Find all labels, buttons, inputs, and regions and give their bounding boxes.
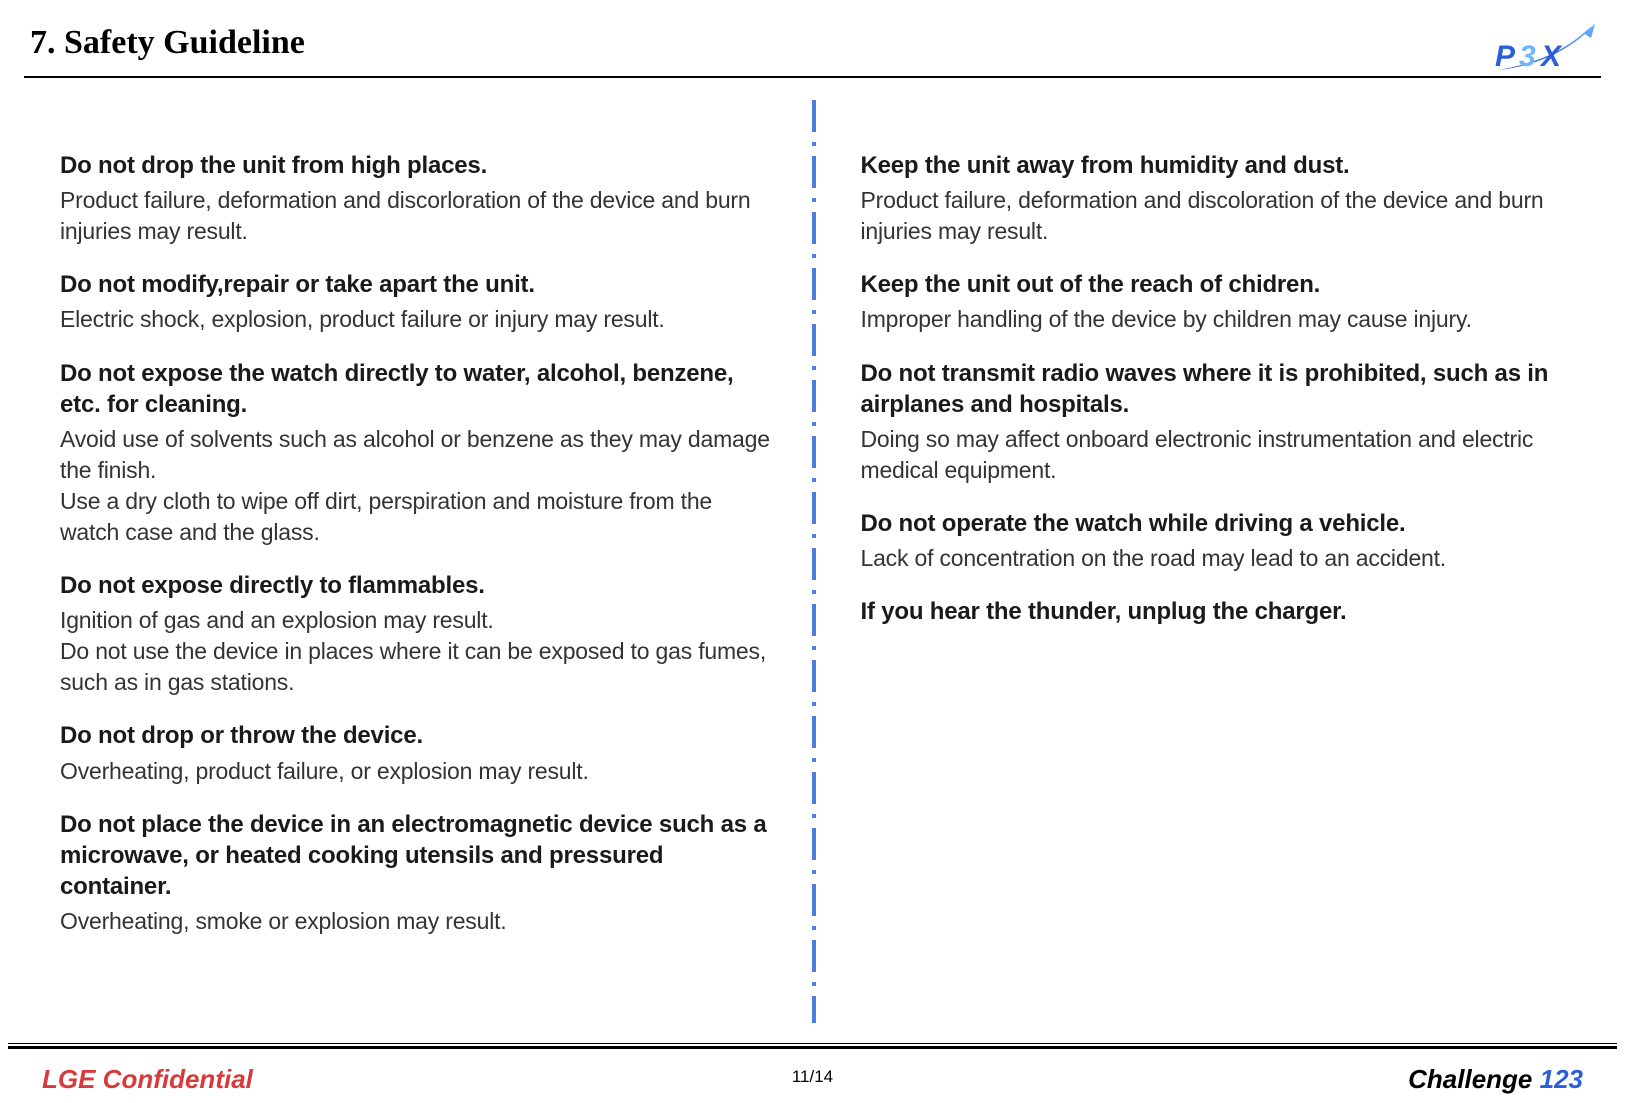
column-divider [812, 100, 816, 1023]
guideline-body: Ignition of gas and an explosion may res… [60, 605, 773, 698]
svg-text:3: 3 [1519, 40, 1536, 73]
guideline-title: Do not modify,repair or take apart the u… [60, 269, 773, 300]
svg-text:X: X [1539, 40, 1563, 73]
guideline-item: Do not operate the watch while driving a… [861, 508, 1568, 574]
guideline-title: Do not expose the watch directly to wate… [60, 358, 773, 420]
guideline-item: Do not drop or throw the device. Overhea… [60, 720, 773, 786]
page-title: 7. Safety Guideline [24, 24, 305, 62]
guideline-body: Doing so may affect onboard electronic i… [861, 424, 1568, 486]
svg-text:P: P [1495, 40, 1516, 73]
footer-challenge-label: Challenge [1408, 1064, 1539, 1094]
guideline-body: Overheating, product failure, or explosi… [60, 756, 773, 787]
guideline-item: Do not modify,repair or take apart the u… [60, 269, 773, 335]
guideline-item: Do not transmit radio waves where it is … [861, 358, 1568, 486]
guideline-title: Do not drop the unit from high places. [60, 150, 773, 181]
guideline-body: Electric shock, explosion, product failu… [60, 304, 773, 335]
guideline-title: Do not place the device in an electromag… [60, 809, 773, 903]
guideline-item: Do not drop the unit from high places. P… [60, 150, 773, 247]
guideline-title: Do not transmit radio waves where it is … [861, 358, 1568, 420]
guideline-body: Product failure, deformation and discorl… [60, 185, 773, 247]
left-column: Do not drop the unit from high places. P… [38, 100, 813, 1023]
right-column: Keep the unit away from humidity and dus… [813, 100, 1588, 1023]
header: 7. Safety Guideline P 3 X [24, 24, 1601, 78]
footer-rule [8, 1043, 1617, 1049]
guideline-body: Improper handling of the device by child… [861, 304, 1568, 335]
guideline-body: Product failure, deformation and discolo… [861, 185, 1568, 247]
logo-p3x: P 3 X [1491, 24, 1601, 74]
guideline-item: Keep the unit out of the reach of chidre… [861, 269, 1568, 335]
guideline-title: Keep the unit out of the reach of chidre… [861, 269, 1568, 300]
guideline-title: If you hear the thunder, unplug the char… [861, 596, 1568, 627]
footer-challenge-number: 123 [1540, 1064, 1583, 1094]
footer-challenge: Challenge 123 [1408, 1064, 1583, 1095]
guideline-title: Do not drop or throw the device. [60, 720, 773, 751]
content-area: Do not drop the unit from high places. P… [38, 100, 1587, 1023]
guideline-body: Avoid use of solvents such as alcohol or… [60, 424, 773, 548]
guideline-title: Do not expose directly to flammables. [60, 570, 773, 601]
guideline-body: Overheating, smoke or explosion may resu… [60, 906, 773, 937]
guideline-item: Do not expose directly to flammables. Ig… [60, 570, 773, 698]
footer-confidential: LGE Confidential [42, 1064, 253, 1095]
guideline-item: Do not place the device in an electromag… [60, 809, 773, 938]
guideline-item: If you hear the thunder, unplug the char… [861, 596, 1568, 627]
guideline-item: Do not expose the watch directly to wate… [60, 358, 773, 549]
guideline-title: Keep the unit away from humidity and dus… [861, 150, 1568, 181]
slide-page: 7. Safety Guideline P 3 X [0, 0, 1625, 1103]
guideline-body: Lack of concentration on the road may le… [861, 543, 1568, 574]
guideline-item: Keep the unit away from humidity and dus… [861, 150, 1568, 247]
footer-page-number: 11/14 [792, 1067, 833, 1087]
footer: LGE Confidential 11/14 Challenge 123 [0, 1043, 1625, 1103]
guideline-title: Do not operate the watch while driving a… [861, 508, 1568, 539]
